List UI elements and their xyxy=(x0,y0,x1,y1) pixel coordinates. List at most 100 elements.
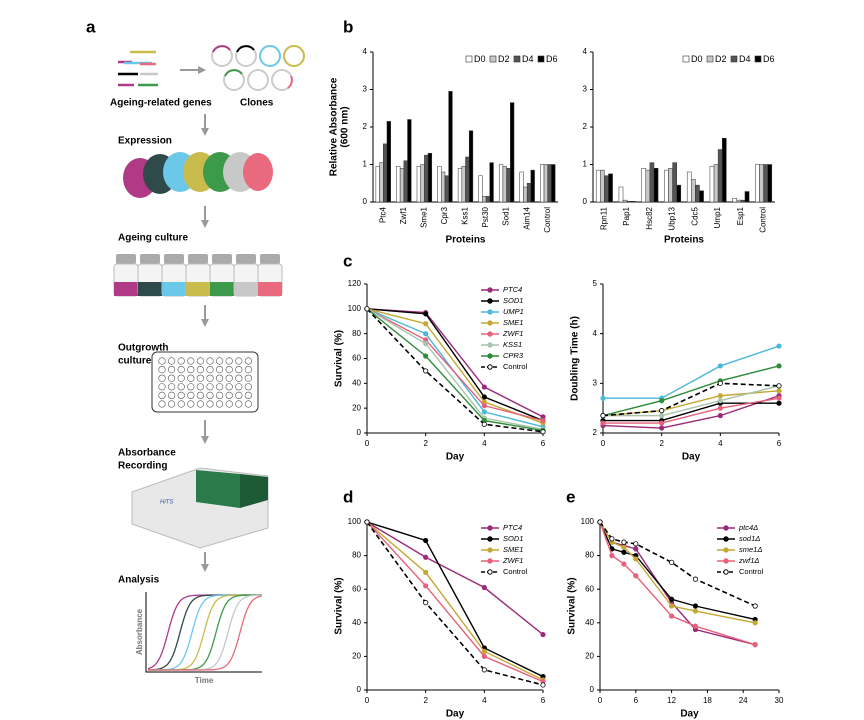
y-tick-label: 3 xyxy=(363,85,368,94)
series-line xyxy=(602,395,780,429)
y-axis-label: Survival (%) xyxy=(334,577,345,634)
y-tick-label: 100 xyxy=(581,517,595,526)
x-tick-label: Control xyxy=(543,207,552,233)
well xyxy=(196,374,204,382)
well xyxy=(216,357,224,365)
y-tick-label: 0 xyxy=(357,685,362,694)
x-tick-label: 24 xyxy=(739,696,748,705)
x-tick-label: Esp1 xyxy=(736,206,745,225)
step-labels: Expression Ageing culture Outgrowth culture… xyxy=(118,136,188,586)
culture-bottles xyxy=(113,254,283,297)
legend-label: SME1 xyxy=(503,545,523,554)
bar xyxy=(759,164,764,203)
y-tick-label: 120 xyxy=(348,279,362,288)
point xyxy=(692,608,699,614)
plot-x-label: Time xyxy=(195,676,214,685)
wells xyxy=(158,357,252,408)
y-tick-label: 0 xyxy=(583,197,588,206)
bar xyxy=(709,166,715,203)
panel-label: a xyxy=(86,17,96,36)
x-tick-label: 18 xyxy=(703,696,712,705)
well xyxy=(216,374,224,382)
point xyxy=(621,549,627,555)
well xyxy=(158,366,166,374)
well xyxy=(177,391,185,400)
legend-label: ZWF1 xyxy=(502,329,523,338)
clones-label: Clones xyxy=(240,98,274,109)
well xyxy=(196,383,204,391)
point xyxy=(776,400,782,406)
y-tick-label: 80 xyxy=(585,551,594,560)
bar xyxy=(732,198,738,203)
x-axis-label: Day xyxy=(446,709,465,720)
legend-label: SOD1 xyxy=(503,296,523,305)
well xyxy=(158,383,166,391)
point xyxy=(692,623,699,629)
x-axis-label: Day xyxy=(680,709,699,720)
well xyxy=(187,366,195,374)
y-tick-label: 80 xyxy=(352,329,361,338)
bar xyxy=(691,179,696,203)
bar xyxy=(622,199,628,203)
bar xyxy=(600,169,605,203)
panel-label: d xyxy=(343,487,353,506)
well xyxy=(196,391,204,400)
legend-marker xyxy=(487,287,493,293)
well xyxy=(225,383,233,391)
chart: 0 20 40 60 80 100 120 Survival (%) 0 2 4 6 Day PTC4 SO… xyxy=(334,279,546,463)
step-label: Outgrowth xyxy=(118,343,169,354)
point xyxy=(609,552,615,559)
series-line xyxy=(366,308,544,430)
y-tick-label: 3 xyxy=(593,378,598,387)
x-tick-label: Aim14 xyxy=(522,206,531,229)
well xyxy=(244,400,252,408)
legend-label: D2 xyxy=(715,54,727,64)
well xyxy=(177,366,185,374)
x-tick-label: Hsc82 xyxy=(645,206,654,229)
point xyxy=(481,403,487,409)
point xyxy=(423,321,429,327)
panel-label: e xyxy=(566,487,575,506)
legend-label: Control xyxy=(503,567,528,576)
well xyxy=(158,391,166,400)
bar xyxy=(653,168,659,203)
legend-label: KSS1 xyxy=(503,340,522,349)
x-tick-label: Zwf1 xyxy=(399,206,408,224)
point xyxy=(600,420,606,426)
legend-swatch xyxy=(513,55,521,63)
point xyxy=(609,536,615,542)
x-axis-label: Proteins xyxy=(664,235,704,246)
legend-swatch xyxy=(706,55,714,63)
point xyxy=(659,420,665,426)
well xyxy=(225,374,233,382)
bar xyxy=(444,175,449,203)
well xyxy=(196,357,204,365)
x-tick-label: 4 xyxy=(482,439,487,448)
x-tick-label: 0 xyxy=(365,439,370,448)
point xyxy=(717,405,723,411)
bar xyxy=(618,186,624,203)
point xyxy=(659,413,665,419)
legend-marker xyxy=(723,558,729,564)
bar xyxy=(699,190,704,203)
point xyxy=(633,541,639,547)
bar xyxy=(485,196,491,203)
y-axis-label: (600 nm) xyxy=(340,106,351,147)
point xyxy=(668,596,675,602)
legend-label: Control xyxy=(739,567,764,576)
well xyxy=(158,357,166,365)
legend-marker xyxy=(487,320,493,326)
y-tick-label: 0 xyxy=(363,197,368,206)
bar xyxy=(465,156,470,203)
legend-swatch xyxy=(537,55,545,63)
curve xyxy=(147,594,262,670)
y-tick-label: 80 xyxy=(352,551,361,560)
y-tick-label: 0 xyxy=(357,428,362,437)
bar xyxy=(510,102,515,203)
y-tick-label: 2 xyxy=(583,122,588,131)
bar xyxy=(744,191,750,203)
bar xyxy=(672,162,677,203)
legend-label: Control xyxy=(503,362,528,371)
point xyxy=(633,556,639,562)
legend-label: sme1Δ xyxy=(739,545,762,554)
